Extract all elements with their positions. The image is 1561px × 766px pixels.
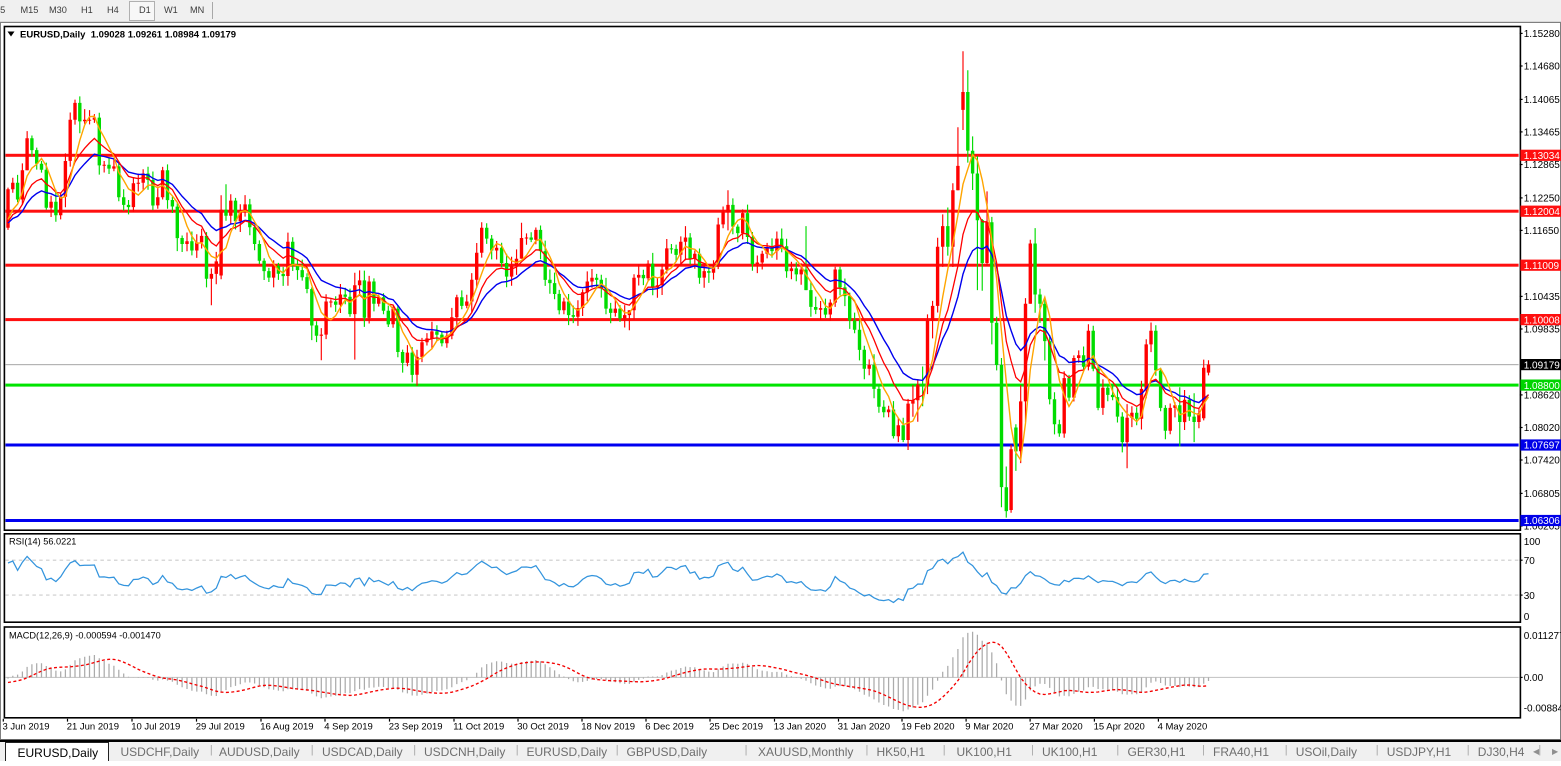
svg-text:31 Jan 2020: 31 Jan 2020: [838, 721, 890, 732]
svg-text:30: 30: [1524, 591, 1536, 602]
svg-text:13 Jan 2020: 13 Jan 2020: [774, 721, 826, 732]
svg-text:1.15280: 1.15280: [1524, 29, 1561, 40]
svg-text:1.06805: 1.06805: [1524, 489, 1561, 500]
svg-text:10 Jul 2019: 10 Jul 2019: [131, 721, 180, 732]
svg-text:1.11650: 1.11650: [1524, 226, 1560, 237]
svg-text:21 Jun 2019: 21 Jun 2019: [67, 721, 119, 732]
svg-text:9 Mar 2020: 9 Mar 2020: [965, 721, 1013, 732]
svg-text:0.011277: 0.011277: [1524, 631, 1561, 642]
svg-text:25 Dec 2019: 25 Dec 2019: [709, 721, 763, 732]
svg-text:1.14065: 1.14065: [1524, 95, 1561, 106]
svg-text:1.07697: 1.07697: [1524, 441, 1561, 452]
svg-text:4 Sep 2019: 4 Sep 2019: [324, 721, 373, 732]
svg-text:16 Aug 2019: 16 Aug 2019: [260, 721, 313, 732]
svg-text:30 Oct 2019: 30 Oct 2019: [517, 721, 569, 732]
svg-text:1.13465: 1.13465: [1524, 128, 1561, 139]
svg-text:70: 70: [1524, 556, 1536, 567]
svg-text:1.08020: 1.08020: [1524, 423, 1561, 434]
svg-text:1.08620: 1.08620: [1524, 391, 1561, 402]
svg-text:1.12004: 1.12004: [1524, 207, 1561, 218]
svg-text:1.07420: 1.07420: [1524, 456, 1561, 467]
svg-text:EURUSD,Daily 1.09028 1.09261: EURUSD,Daily 1.09028 1.09261 1.08984 1.0…: [20, 30, 236, 41]
svg-text:0.00: 0.00: [1524, 673, 1544, 684]
svg-text:1.13034: 1.13034: [1524, 151, 1561, 162]
svg-text:1.06306: 1.06306: [1524, 516, 1561, 527]
svg-text:1.12865: 1.12865: [1524, 160, 1561, 171]
svg-text:1.08800: 1.08800: [1524, 381, 1561, 392]
svg-text:MACD(12,26,9) -0.000594 -0.001: MACD(12,26,9) -0.000594 -0.001470: [9, 631, 161, 641]
svg-text:6 Dec 2019: 6 Dec 2019: [645, 721, 694, 732]
svg-text:1.09835: 1.09835: [1524, 325, 1561, 336]
svg-text:23 Sep 2019: 23 Sep 2019: [389, 721, 443, 732]
svg-text:RSI(14) 56.0221: RSI(14) 56.0221: [9, 537, 76, 547]
svg-text:29 Jul 2019: 29 Jul 2019: [196, 721, 245, 732]
svg-text:3 Jun 2019: 3 Jun 2019: [3, 721, 50, 732]
svg-text:1.06205: 1.06205: [1524, 522, 1561, 533]
svg-text:-0.008845: -0.008845: [1524, 703, 1561, 714]
svg-text:100: 100: [1524, 537, 1541, 548]
svg-text:15 Apr 2020: 15 Apr 2020: [1094, 721, 1145, 732]
svg-text:1.11009: 1.11009: [1524, 261, 1560, 272]
svg-text:19 Feb 2020: 19 Feb 2020: [901, 721, 954, 732]
svg-text:1.10008: 1.10008: [1524, 315, 1561, 326]
svg-text:11 Oct 2019: 11 Oct 2019: [453, 721, 504, 732]
svg-text:27 Mar 2020: 27 Mar 2020: [1029, 721, 1082, 732]
svg-text:1.09179: 1.09179: [1524, 360, 1561, 371]
svg-text:4 May 2020: 4 May 2020: [1158, 721, 1208, 732]
svg-text:18 Nov 2019: 18 Nov 2019: [581, 721, 635, 732]
svg-text:1.10435: 1.10435: [1524, 292, 1561, 303]
svg-text:0: 0: [1524, 612, 1530, 623]
svg-text:1.14680: 1.14680: [1524, 62, 1561, 73]
svg-text:1.12250: 1.12250: [1524, 194, 1561, 205]
